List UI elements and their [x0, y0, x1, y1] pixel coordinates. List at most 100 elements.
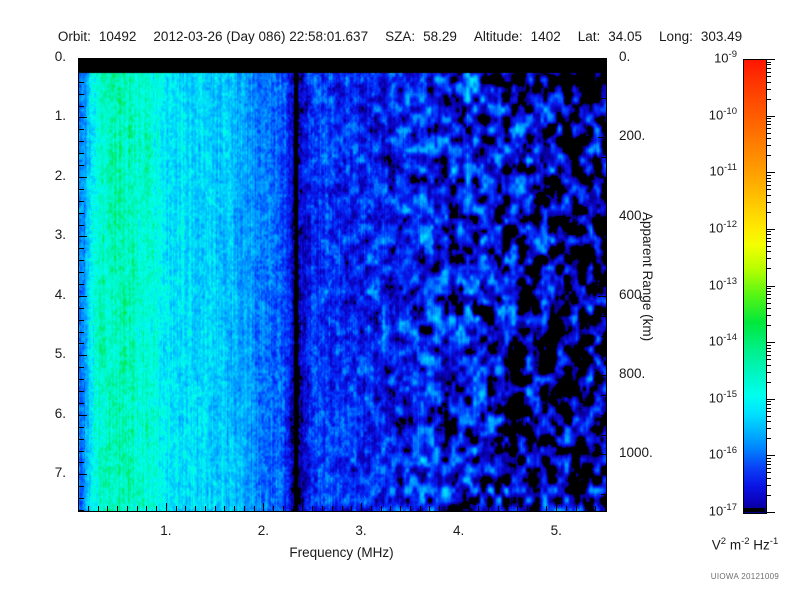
x-axis-top-minor-tick	[78, 59, 79, 64]
x-axis-minor-tick	[546, 506, 547, 511]
colorbar-minor-tick	[766, 401, 771, 402]
y-axis-minor-tick	[79, 82, 84, 83]
colorbar-minor-tick	[766, 288, 771, 289]
colorbar-minor-tick	[766, 404, 771, 405]
y-axis-minor-tick	[79, 462, 84, 463]
unit-exp-m: -2	[741, 536, 750, 547]
colorbar-minor-tick	[766, 421, 771, 422]
altitude-label: Altitude:	[473, 29, 523, 44]
y-axis-major-tick	[79, 355, 87, 356]
colorbar-minor-tick	[766, 408, 771, 409]
y2-axis-minor-tick	[601, 157, 606, 158]
x-axis-minor-tick	[498, 506, 499, 511]
colorbar-major-tick	[766, 59, 775, 60]
y2-axis-major-tick	[598, 58, 606, 59]
colorbar-minor-tick	[766, 315, 771, 316]
x-axis-title: Frequency (MHz)	[289, 545, 394, 560]
x-axis-top-major-tick	[361, 59, 362, 67]
y2-axis-minor-tick	[601, 117, 606, 118]
lat-value: 34.05	[608, 29, 643, 44]
colorbar-minor-tick	[766, 212, 771, 213]
colorbar-tick-label: 10-12	[685, 219, 737, 235]
y-axis-minor-tick	[79, 165, 84, 166]
unit-exp-hz: -1	[769, 536, 779, 547]
y-axis-major-tick	[79, 117, 87, 118]
x-axis-minor-tick	[78, 506, 79, 511]
x-axis-top-minor-tick	[176, 59, 177, 64]
colorbar-tick-exponent: -17	[723, 502, 737, 513]
x-axis-minor-tick	[215, 506, 216, 511]
x-axis-tick-label: 2.	[257, 523, 270, 538]
y-axis-major-tick	[79, 236, 87, 237]
y-axis-minor-tick	[79, 213, 84, 214]
colorbar-minor-tick	[766, 461, 771, 462]
y-axis-minor-tick	[79, 153, 84, 154]
x-axis-top-minor-tick	[449, 59, 450, 64]
colorbar-minor-tick	[766, 298, 771, 299]
x-axis-minor-tick	[488, 506, 489, 511]
y2-axis-major-tick	[598, 375, 606, 376]
colorbar-minor-tick	[766, 133, 771, 134]
y2-axis-tick-label: 800.	[619, 366, 646, 382]
y-axis-minor-tick	[79, 106, 84, 107]
spectrogram-canvas	[79, 59, 606, 511]
y-axis-minor-tick	[79, 129, 84, 130]
colorbar-minor-tick	[766, 124, 771, 125]
colorbar-minor-tick	[766, 118, 771, 119]
y-axis-minor-tick	[79, 391, 84, 392]
x-axis-top-minor-tick	[98, 59, 99, 64]
y2-axis-tick-label: 400.	[619, 207, 646, 223]
colorbar-minor-tick	[766, 238, 771, 239]
x-axis-minor-tick	[566, 506, 567, 511]
colorbar-tick-mantissa: 10	[708, 503, 724, 519]
long-label: Long:	[659, 29, 693, 44]
colorbar-major-tick	[766, 116, 775, 117]
colorbar-minor-tick	[766, 195, 771, 196]
x-axis-top-minor-tick	[576, 59, 577, 64]
colorbar-minor-tick	[766, 175, 771, 176]
colorbar-minor-tick	[766, 495, 771, 496]
x-axis-minor-tick	[88, 506, 89, 511]
colorbar-major-tick	[766, 342, 775, 343]
x-axis-top-minor-tick	[468, 59, 469, 64]
colorbar-minor-tick	[766, 189, 771, 190]
x-axis-minor-tick	[351, 506, 352, 511]
x-axis-minor-tick	[117, 506, 118, 511]
y2-axis-minor-tick	[601, 276, 606, 277]
colorbar-tick-exponent: -11	[723, 162, 737, 173]
x-axis-top-major-tick	[556, 59, 557, 67]
y-axis-minor-tick	[79, 260, 84, 261]
colorbar-minor-tick	[766, 258, 771, 259]
x-axis-minor-tick	[322, 506, 323, 511]
colorbar-tick-mantissa: 10	[708, 277, 724, 293]
x-axis-top-minor-tick	[390, 59, 391, 64]
colorbar-major-tick	[766, 286, 775, 287]
colorbar-minor-tick	[766, 428, 771, 429]
x-axis-major-tick	[166, 503, 167, 511]
x-axis-minor-tick	[254, 506, 255, 511]
y-axis-tick-label: 6.	[54, 405, 66, 421]
colorbar-minor-tick	[766, 472, 771, 473]
y-axis-minor-tick	[79, 272, 84, 273]
x-axis-top-minor-tick	[410, 59, 411, 64]
spectrogram-plot-area	[78, 58, 607, 512]
colorbar-minor-tick	[766, 181, 771, 182]
colorbar-tick-mantissa: 10	[708, 446, 724, 462]
x-axis-top-minor-tick	[595, 59, 596, 64]
x-axis-top-minor-tick	[400, 59, 401, 64]
colorbar-minor-tick	[766, 382, 771, 383]
unit-exp-v: 2	[720, 536, 727, 547]
colorbar-minor-tick	[766, 121, 771, 122]
colorbar-minor-tick	[766, 138, 771, 139]
x-axis-top-minor-tick	[322, 59, 323, 64]
orbit-value: 10492	[98, 29, 137, 44]
x-axis-minor-tick	[371, 506, 372, 511]
colorbar-minor-tick	[766, 458, 771, 459]
x-axis-top-minor-tick	[342, 59, 343, 64]
colorbar-minor-tick	[766, 185, 771, 186]
x-axis-top-minor-tick	[127, 59, 128, 64]
x-axis-minor-tick	[185, 506, 186, 511]
x-axis-top-minor-tick	[371, 59, 372, 64]
y-axis-minor-tick	[79, 320, 84, 321]
